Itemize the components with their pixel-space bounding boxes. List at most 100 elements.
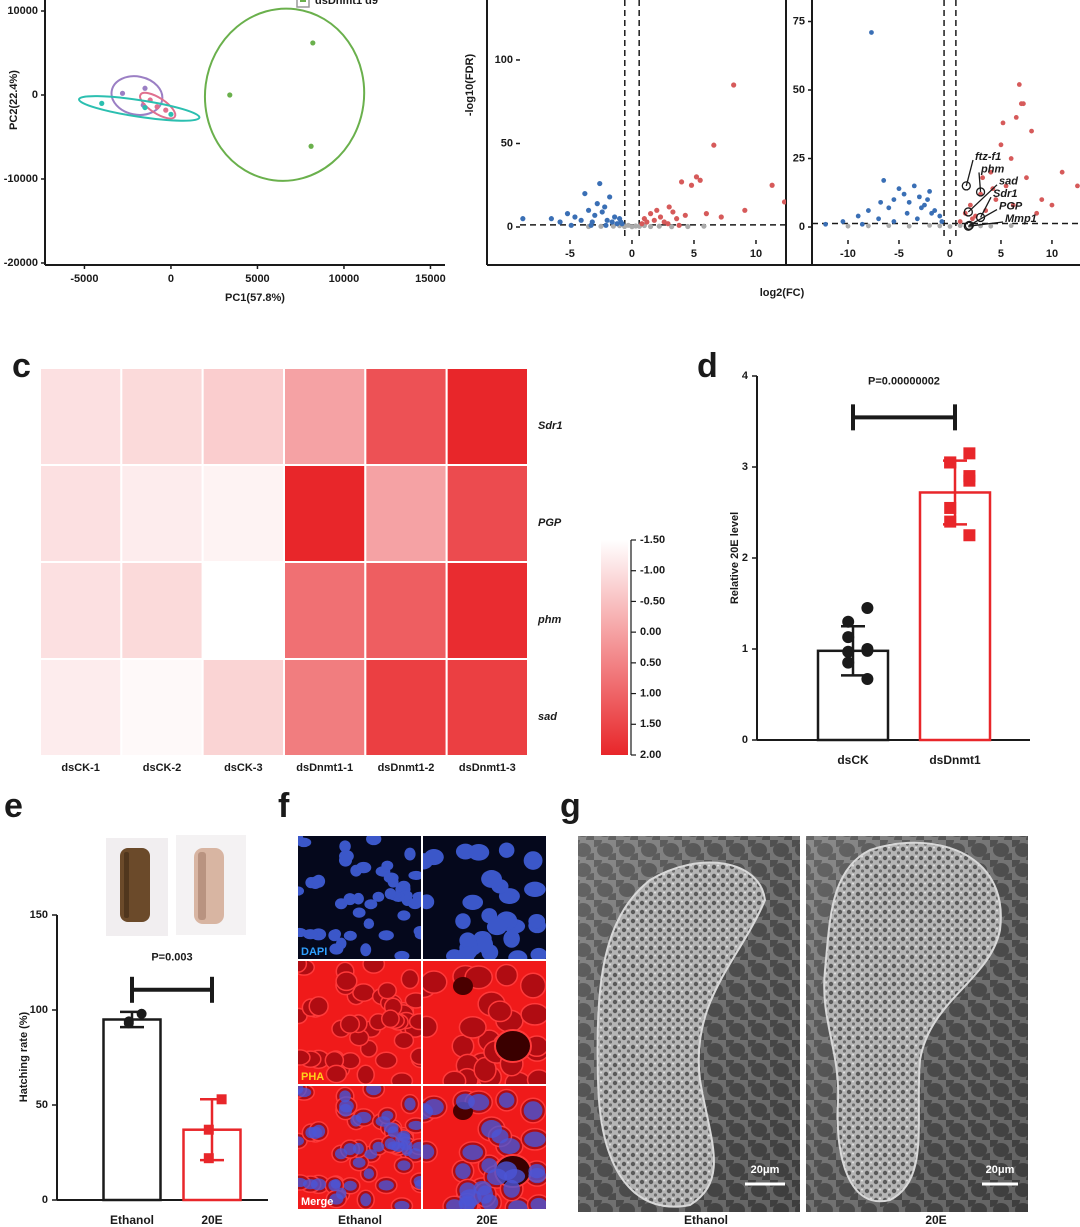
point (963, 447, 976, 460)
point (1059, 169, 1065, 175)
point (919, 205, 924, 211)
nucleus (343, 1180, 357, 1191)
heatmap-cell (445, 658, 529, 757)
heatmap-cell (445, 464, 529, 563)
point (612, 214, 618, 220)
point (609, 219, 615, 225)
point (602, 204, 608, 210)
point (676, 222, 682, 228)
point (168, 111, 174, 117)
point (855, 213, 861, 219)
confidence-ellipse (110, 75, 164, 116)
x-tick-label: dsDnmt1 (929, 753, 981, 767)
point (1010, 202, 1016, 208)
point (203, 1124, 214, 1135)
point (1039, 197, 1045, 203)
point (963, 474, 976, 487)
cell (423, 970, 448, 994)
nucleus (528, 914, 546, 929)
nucleus (498, 1092, 515, 1108)
nucleus (363, 1168, 375, 1180)
nucleus (446, 1199, 463, 1209)
nucleus (423, 849, 444, 866)
point (142, 104, 148, 111)
cell (393, 1031, 415, 1050)
x-axis-title: log2(FC) (760, 287, 805, 299)
colorbar-tick-label: -0.50 (640, 595, 665, 607)
group-label: Ethanol (684, 1213, 728, 1227)
bar (102, 1018, 162, 1202)
nucleus (423, 1144, 435, 1160)
point (639, 221, 645, 227)
leader-line (978, 172, 982, 192)
nucleus (384, 888, 397, 900)
heatmap-cell (364, 464, 448, 563)
y-tick-label: 3 (742, 461, 748, 473)
micrograph (423, 836, 546, 959)
point (781, 199, 786, 205)
point (742, 207, 748, 213)
point (654, 207, 660, 213)
point (901, 191, 907, 197)
nucleus (528, 1164, 546, 1179)
cell (335, 971, 358, 992)
cell (377, 981, 398, 1000)
point (599, 209, 605, 215)
point (1024, 175, 1029, 181)
point (937, 223, 943, 229)
nucleus (413, 925, 421, 937)
point (647, 211, 654, 217)
nucleus (498, 842, 515, 858)
nucleus (462, 894, 484, 911)
row-label: sad (538, 711, 557, 723)
nucleus (298, 836, 304, 845)
nucleus (387, 876, 399, 888)
point (1034, 210, 1040, 216)
micrograph (423, 961, 546, 1084)
nucleus (360, 1193, 372, 1207)
heatmap-cell (201, 658, 286, 757)
point (861, 644, 874, 657)
point (967, 202, 973, 208)
plot-area (520, 0, 786, 240)
point (610, 223, 616, 229)
colorbar-tick-label: -1.00 (640, 565, 665, 577)
scale-bar-label: 20μm (751, 1164, 780, 1176)
point (585, 207, 592, 213)
nucleus (412, 891, 421, 902)
nucleus (298, 1086, 304, 1095)
point (891, 219, 897, 224)
legend-label: dsDnmt1 d9 (315, 0, 378, 7)
point (911, 183, 917, 189)
gene-label: Sdr1 (993, 188, 1017, 200)
nucleus (423, 1099, 444, 1116)
point (99, 100, 105, 106)
nucleus (408, 870, 421, 881)
point (869, 30, 874, 35)
y-axis-title: PC2(22.4%) (8, 70, 20, 130)
point (927, 188, 932, 194)
point (685, 223, 691, 230)
point (682, 212, 688, 218)
point (688, 182, 695, 188)
y-axis-title: Hatching rate (%) (18, 1011, 30, 1102)
point (865, 223, 871, 229)
nucleus (312, 1124, 326, 1138)
leader-line (979, 196, 992, 218)
nucleus (413, 1175, 421, 1187)
point (842, 656, 855, 669)
cell (374, 1051, 398, 1070)
cell (362, 961, 386, 974)
nucleus (423, 894, 435, 910)
micrograph (298, 961, 421, 1084)
heatmap-cell (120, 658, 204, 757)
point (944, 515, 957, 528)
cell (339, 1014, 361, 1034)
point (1016, 82, 1022, 87)
nucleus (366, 836, 382, 846)
point (957, 223, 963, 229)
point (944, 501, 957, 514)
cell (308, 995, 329, 1017)
plot-area (812, 0, 1080, 240)
